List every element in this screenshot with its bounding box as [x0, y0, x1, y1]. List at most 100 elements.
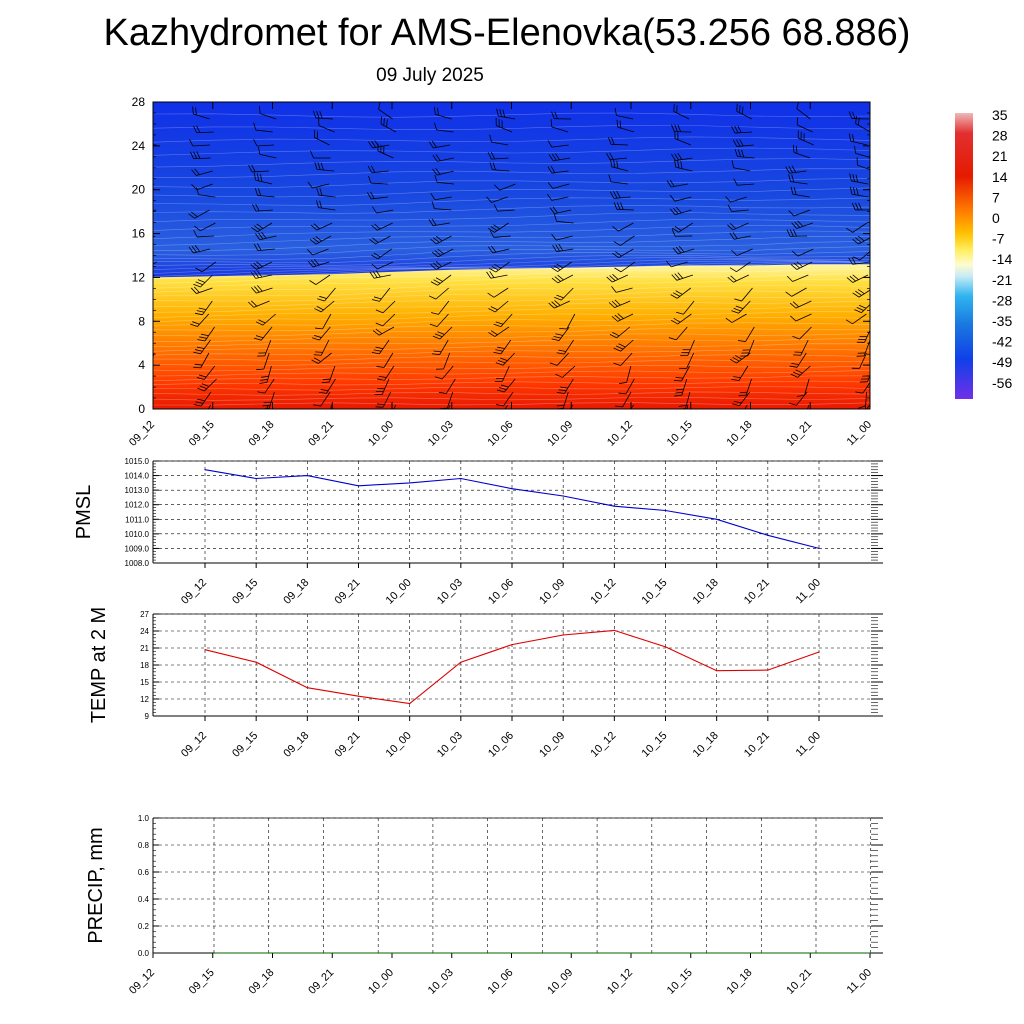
- data-point: [378, 952, 379, 953]
- x-tick-label: 10_15: [640, 577, 670, 607]
- data-point: [563, 634, 564, 635]
- data-point: [409, 703, 410, 704]
- data-point: [767, 535, 768, 536]
- y-tick-label: 0.6: [138, 868, 150, 877]
- x-tick-label: 11_00: [794, 730, 824, 760]
- y-tick-label: 0.4: [138, 895, 150, 904]
- x-tick-label: 10_00: [384, 730, 414, 760]
- x-tick-label: 10_09: [537, 577, 567, 607]
- data-point: [511, 644, 512, 645]
- data-point: [307, 687, 308, 688]
- y-tick-label: 21: [140, 644, 149, 653]
- colorbar: 3528211470-7-14-21-28-35-42-49-56: [955, 107, 1012, 399]
- x-tick-label: 10_15: [640, 730, 670, 760]
- wind-barb: [133, 121, 154, 132]
- colorbar-label: 7: [992, 189, 1000, 205]
- main-x-tick-label: 10_15: [665, 419, 695, 449]
- x-tick-label: 10_09: [537, 730, 567, 760]
- y-tick-label: 0.2: [138, 922, 150, 931]
- wind-barb: [131, 164, 152, 176]
- x-tick-label: 09_12: [179, 730, 209, 760]
- colorbar-label: 14: [992, 169, 1008, 185]
- data-point: [651, 952, 652, 953]
- colorbar-label: -28: [992, 292, 1012, 308]
- x-tick-label: 10_18: [691, 577, 721, 607]
- main-x-tick-label: 09_18: [247, 419, 277, 449]
- colorbar-label: -21: [992, 272, 1012, 288]
- x-tick-label: 10_15: [665, 967, 695, 997]
- data-point: [706, 952, 707, 953]
- x-tick-label: 10_21: [784, 967, 814, 997]
- main-y-tick-label: 12: [132, 270, 146, 284]
- x-tick-label: 10_12: [588, 577, 618, 607]
- wind-barb: [130, 215, 150, 223]
- y-tick-label: 1011.0: [125, 515, 149, 524]
- data-point: [256, 478, 257, 479]
- x-tick-label: 10_09: [545, 967, 575, 997]
- data-point: [614, 506, 615, 507]
- cross-section-panel: 0 4 8 12 16 20 24 28 09_12 09_15 09_18 09_21 10_00 1…: [127, 95, 876, 449]
- x-tick-label: 09_15: [187, 967, 217, 997]
- x-tick-label: 10_18: [725, 967, 755, 997]
- data-point: [358, 696, 359, 697]
- data-point: [815, 952, 816, 953]
- data-point: [307, 475, 308, 476]
- data-point: [204, 469, 205, 470]
- x-tick-label: 10_06: [486, 730, 516, 760]
- x-tick-label: 10_21: [742, 730, 772, 760]
- main-x-tick-label: 09_21: [306, 419, 336, 449]
- y-tick-label: 15: [140, 678, 149, 687]
- y-tick-label: 1015.0: [125, 457, 150, 466]
- main-x-tick-label: 09_12: [127, 419, 157, 449]
- colorbar-ramp: [955, 113, 973, 399]
- wind-barb: [131, 374, 150, 393]
- y-tick-label: 1012.0: [125, 501, 150, 510]
- data-point: [665, 646, 666, 647]
- main-y-tick-label: 4: [138, 358, 145, 372]
- main-x-tick-label: 11_00: [845, 419, 875, 449]
- y-tick-label: 24: [140, 627, 149, 636]
- data-point: [563, 495, 564, 496]
- main-y-tick-label: 20: [132, 183, 146, 197]
- x-tick-label: 09_15: [230, 730, 260, 760]
- colorbar-label: -35: [992, 313, 1012, 329]
- x-tick-label: 09_18: [247, 967, 277, 997]
- y-axis-label: TEMP at 2 M: [88, 607, 110, 723]
- x-tick-label: 09_21: [306, 967, 336, 997]
- main-x-tick-label: 10_00: [366, 419, 396, 449]
- y-tick-label: 1.0: [138, 814, 150, 823]
- main-x-tick-label: 10_12: [605, 419, 635, 449]
- main-x-tick-label: 09_15: [187, 419, 217, 449]
- wind-barb: [133, 243, 154, 259]
- x-tick-label: 09_12: [127, 967, 157, 997]
- colorbar-label: 35: [992, 107, 1008, 123]
- colorbar-label: -7: [992, 231, 1005, 247]
- y-axis-label: PRECIP, mm: [85, 827, 107, 943]
- main-y-tick-label: 28: [132, 95, 146, 109]
- y-tick-label: 1010.0: [125, 530, 150, 539]
- y-tick-label: 9: [145, 712, 150, 721]
- y-tick-label: 0.0: [138, 949, 150, 958]
- data-point: [460, 478, 461, 479]
- data-point: [614, 630, 615, 631]
- temp-panel: 912151821242709_12 09_15 09_18 09_21 10_00 10…: [88, 607, 883, 760]
- data-point: [870, 952, 871, 953]
- data-point: [213, 952, 214, 953]
- data-point: [511, 488, 512, 489]
- x-tick-label: 10_03: [435, 730, 465, 760]
- x-tick-label: 09_18: [281, 730, 311, 760]
- main-y-tick-label: 16: [132, 227, 146, 241]
- data-point: [268, 952, 269, 953]
- colorbar-label: -14: [992, 251, 1012, 267]
- x-tick-label: 09_21: [333, 577, 363, 607]
- data-point: [256, 662, 257, 663]
- main-y-tick-label: 8: [138, 314, 145, 328]
- y-tick-label: 1014.0: [125, 472, 150, 481]
- data-point: [761, 952, 762, 953]
- data-point: [358, 485, 359, 486]
- x-tick-label: 10_21: [742, 577, 772, 607]
- x-tick-label: 11_00: [794, 577, 824, 607]
- colorbar-label: 0: [992, 210, 1000, 226]
- wind-barb: [130, 282, 150, 300]
- wind-barb: [132, 335, 151, 354]
